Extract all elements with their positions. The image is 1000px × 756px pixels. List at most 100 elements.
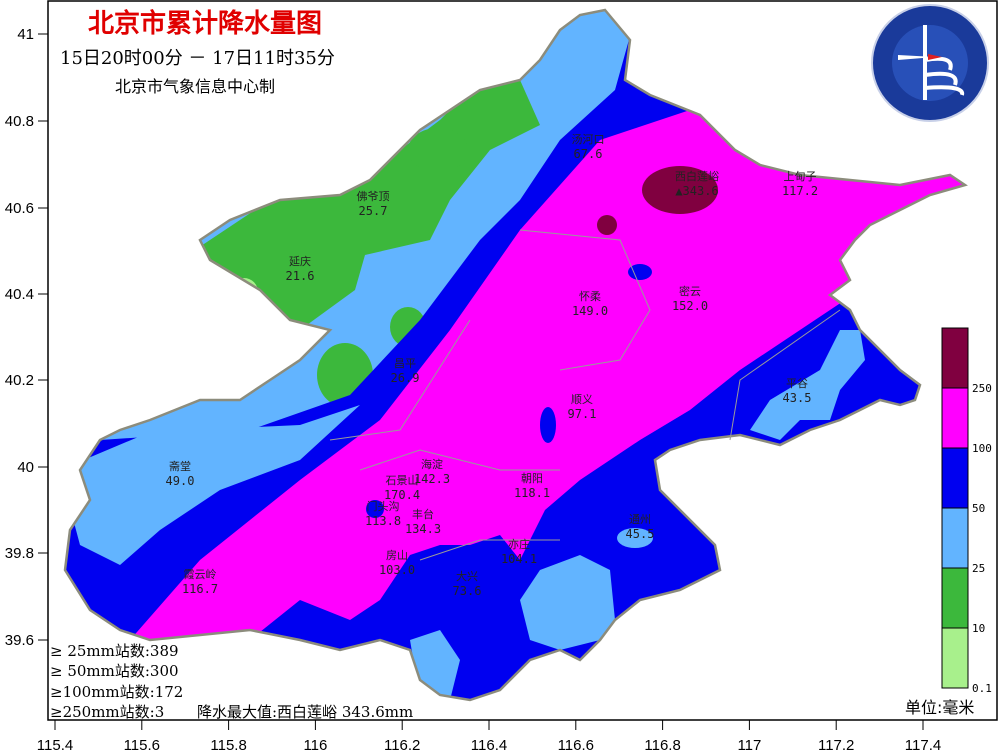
zone-25-50 <box>617 528 653 548</box>
station-name: 通州 <box>629 513 651 526</box>
legend-label: 50 <box>972 502 985 515</box>
station-value: 103.0 <box>379 563 415 577</box>
station-name: 斋堂 <box>169 459 191 473</box>
svg-text:41: 41 <box>17 26 34 43</box>
station-name: 延庆 <box>289 254 311 268</box>
x-tick: 115.4 <box>37 720 73 754</box>
station-name: 西白莲峪 <box>675 169 719 183</box>
legend-label: 250 <box>972 382 992 395</box>
x-tick: 116.2 <box>384 720 420 754</box>
station-value: 43.5 <box>783 391 812 405</box>
svg-text:117.4: 117.4 <box>905 737 941 754</box>
station-value: 49.0 <box>166 474 195 488</box>
station-name: 亦庄 <box>508 537 530 551</box>
x-tick: 115.6 <box>124 720 160 754</box>
legend-label: 10 <box>972 622 985 635</box>
y-tick: 41 <box>17 26 48 43</box>
time-range: 15日20时00分 － 17日11时35分 <box>60 48 335 69</box>
svg-text:117: 117 <box>737 737 761 754</box>
station-value: 25.7 <box>359 204 388 218</box>
district-borders <box>329 229 841 561</box>
y-tick: 40.4 <box>5 286 48 303</box>
x-axis: 115.4 115.6 115.8 116 116.2 116.4 116.6 116.8 11… <box>37 720 941 754</box>
y-tick: 40 <box>17 459 48 476</box>
svg-text:39.6: 39.6 <box>5 632 34 649</box>
station-name: 顺义 <box>571 393 593 406</box>
station-name: 朝阳 <box>521 472 543 485</box>
svg-text:116.6: 116.6 <box>558 737 594 754</box>
stat-100mm: ≥100mm站数:172 <box>50 683 183 701</box>
x-tick: 115.8 <box>210 720 247 754</box>
svg-text:117.2: 117.2 <box>818 737 854 754</box>
station-label: 西白莲峪▲343.6 <box>675 169 719 198</box>
station-name: 密云 <box>679 284 701 298</box>
zone-50-100 <box>366 500 384 518</box>
zone-over-250 <box>597 215 617 235</box>
y-tick: 40.6 <box>5 200 48 217</box>
y-tick: 40.2 <box>5 372 48 389</box>
station-value: 73.6 <box>453 584 482 598</box>
zone-25-50 <box>750 330 865 440</box>
station-value: 97.1 <box>568 407 597 421</box>
stat-50mm: ≥ 50mm站数:300 <box>50 662 179 680</box>
zone-0-10 <box>230 278 258 306</box>
zone-50-100 <box>540 407 556 443</box>
zone-50-100 <box>628 264 652 280</box>
map-frame <box>47 0 998 721</box>
station-value: 170.4 <box>384 488 420 502</box>
station-name: 丰台 <box>412 507 434 521</box>
station-name: 平谷 <box>786 377 808 390</box>
station-name: 上甸子 <box>784 170 817 183</box>
station-value: 26.9 <box>391 371 420 385</box>
station-value: 152.0 <box>672 299 708 313</box>
svg-text:40.2: 40.2 <box>5 372 34 389</box>
max-precipitation: 降水最大值:西白莲峪 343.6mm <box>197 703 413 721</box>
legend-swatch <box>941 507 969 569</box>
station-value: 113.8 <box>365 514 401 528</box>
zone-25-50 <box>65 405 360 565</box>
station-name: 房山 <box>386 549 408 562</box>
x-tick: 116 <box>303 720 327 754</box>
x-tick: 117.2 <box>818 720 854 754</box>
station-value: 149.0 <box>572 304 608 318</box>
station-name: 门头沟 <box>367 499 400 513</box>
station-name: 佛爷顶 <box>357 189 390 203</box>
station-name: 怀柔 <box>579 290 601 303</box>
station-name: 昌平 <box>394 357 416 370</box>
svg-text:40: 40 <box>17 459 34 476</box>
svg-text:115.4: 115.4 <box>37 737 73 754</box>
zone-25-50 <box>520 555 615 650</box>
legend-label: 25 <box>972 562 985 575</box>
unit-label: 单位:毫米 <box>905 698 974 717</box>
station-value: 21.6 <box>286 269 315 283</box>
station-name: 石景山 <box>386 474 419 487</box>
svg-text:40.4: 40.4 <box>5 286 34 303</box>
legend-label: 100 <box>972 442 992 455</box>
stat-250mm: ≥250mm站数:3 <box>50 703 164 721</box>
x-tick: 116.6 <box>558 720 594 754</box>
station-name: 汤河口 <box>572 132 605 146</box>
station-value: 67.6 <box>574 147 603 161</box>
svg-text:115.6: 115.6 <box>124 737 160 754</box>
svg-text:40.8: 40.8 <box>5 113 34 130</box>
legend-label: 0.1 <box>972 682 992 695</box>
x-tick: 116.4 <box>471 720 507 754</box>
beijing-meteorological-bureau-logo <box>871 4 989 122</box>
zone-10-25 <box>408 128 468 172</box>
